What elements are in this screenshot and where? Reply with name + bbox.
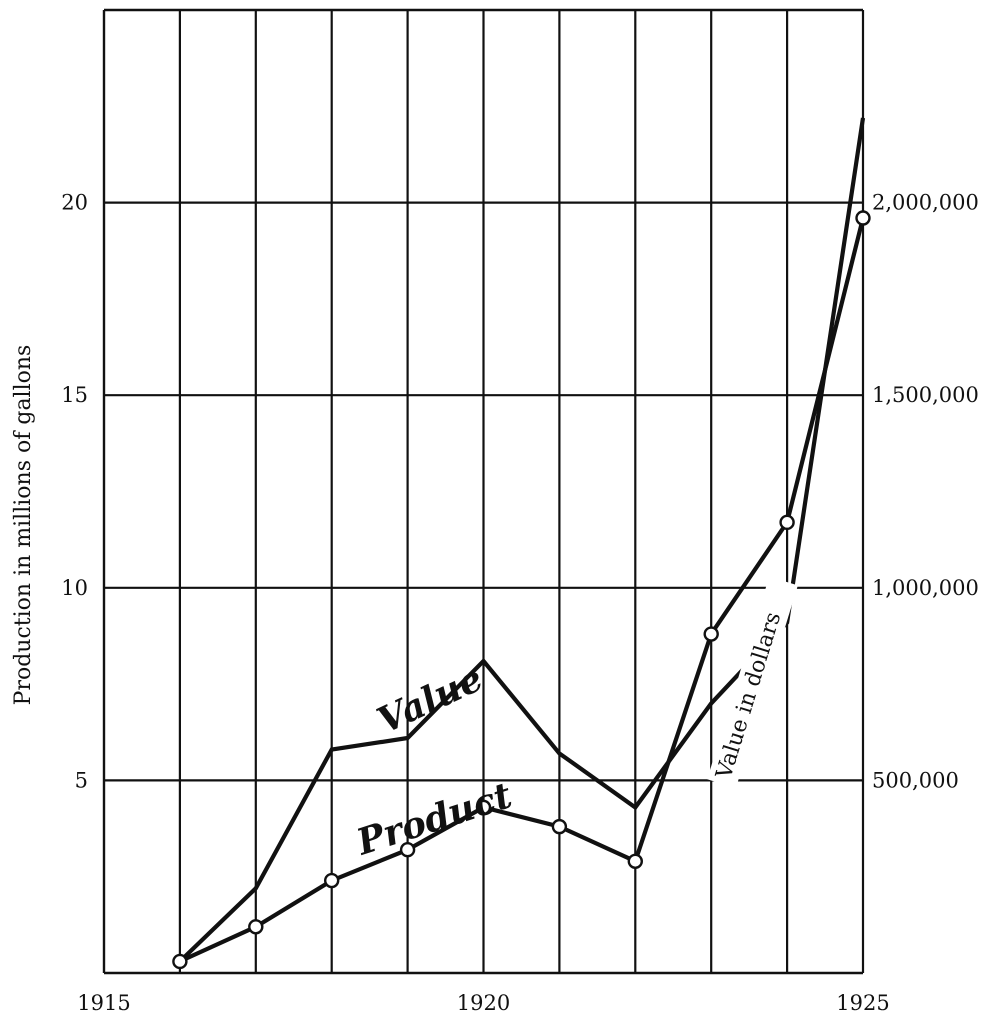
x-tick-label: 1915 — [77, 991, 130, 1015]
x-tick-label: 1925 — [836, 991, 889, 1015]
data-point-product — [779, 514, 795, 531]
tick-layer: 1915 1920 1925 5 10 15 20 500,000 1,000,000 1,500… — [61, 191, 979, 1015]
data-point-product — [551, 818, 568, 835]
right-axis-note-backdrop — [707, 576, 798, 789]
series-line-product — [179, 217, 866, 964]
y-tick-label-right: 2,000,000 — [872, 191, 979, 215]
data-point-product — [399, 842, 416, 858]
series-label-product: Product — [351, 774, 517, 864]
y-tick-label-right: 500,000 — [872, 768, 959, 792]
series-line-value — [178, 117, 866, 963]
data-point-product — [703, 626, 719, 642]
x-tick-label: 1920 — [457, 991, 510, 1015]
y-tick-label-left: 10 — [61, 576, 88, 600]
data-point-product — [627, 853, 643, 869]
y-tick-label-left: 20 — [61, 191, 88, 215]
right-axis-note: Value in dollars — [707, 576, 798, 789]
y-axis-title-left: Production in millions of gallons — [11, 345, 36, 706]
data-point-product — [172, 953, 188, 970]
y-tick-label-right: 1,500,000 — [872, 383, 979, 407]
y-axis-title-right: Value in dollars — [712, 609, 787, 782]
y-tick-label-right: 1,000,000 — [872, 576, 979, 600]
data-point-product — [324, 872, 340, 889]
series-layer — [178, 117, 866, 964]
data-point-product — [475, 799, 492, 816]
data-point-product — [248, 919, 264, 935]
marker-layer — [172, 210, 871, 970]
y-tick-label-left: 15 — [61, 383, 88, 407]
y-tick-label-left: 5 — [75, 768, 88, 792]
data-point-product — [855, 210, 871, 226]
grid-layer — [102, 8, 865, 975]
series-label-value: Value — [371, 657, 489, 742]
